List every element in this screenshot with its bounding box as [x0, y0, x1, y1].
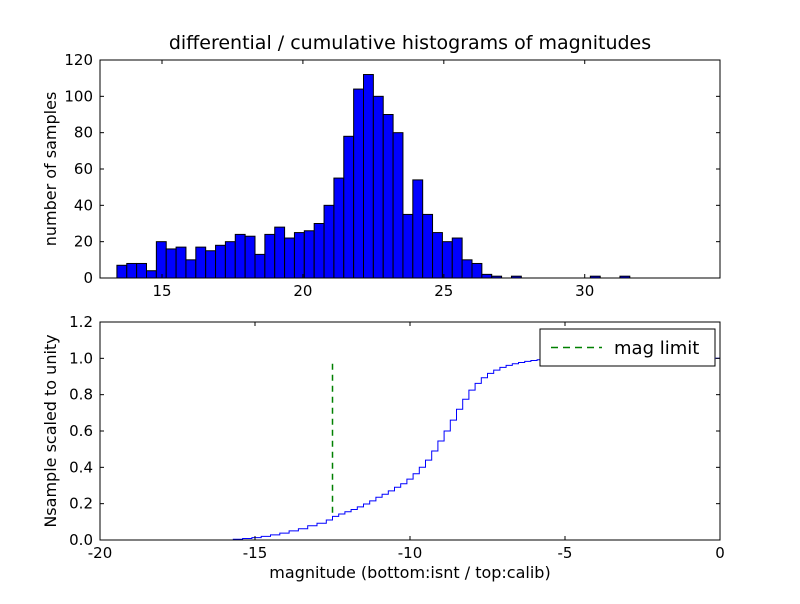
histogram-bar [175, 246, 187, 279]
histogram-bar [441, 241, 453, 279]
y-tick-label: 0.0 [69, 531, 93, 549]
y-tick-label: 40 [74, 196, 93, 214]
histogram-bar [185, 259, 197, 279]
histogram-bar [234, 233, 246, 279]
histogram-bar [313, 223, 325, 279]
histogram-bar [126, 262, 138, 279]
y-tick-label: 80 [74, 124, 93, 142]
x-tick-label: 25 [434, 282, 453, 300]
histogram-bar [205, 250, 217, 279]
histogram-bar [165, 248, 177, 279]
histogram-bar [363, 74, 374, 279]
chart-title: differential / cumulative histograms of … [169, 32, 651, 54]
histogram-bar [471, 262, 483, 279]
histogram-bar [284, 237, 295, 279]
x-tick-label: -10 [398, 544, 423, 562]
y-tick-label: 1.0 [69, 349, 93, 367]
histogram-bar [293, 232, 305, 279]
histogram-bar [215, 244, 226, 279]
histogram-bar [353, 88, 365, 279]
histogram-bar [402, 213, 414, 279]
histogram-bar [481, 273, 493, 279]
histogram-bar [451, 237, 463, 279]
x-tick-label: 0 [715, 544, 725, 562]
legend-label: mag limit [614, 338, 699, 359]
histogram-bar [432, 232, 443, 279]
cumulative-curve [100, 357, 720, 541]
y-tick-label: 20 [74, 233, 93, 251]
histogram-bar [343, 135, 355, 279]
y-tick-label: 1.2 [69, 313, 93, 331]
y-tick-label: 100 [64, 87, 93, 105]
histogram-bar [155, 241, 167, 279]
y-tick-label: 120 [64, 51, 93, 69]
histogram-bar [323, 204, 335, 279]
y-tick-label: 0.4 [69, 458, 93, 476]
histogram-bar [382, 114, 394, 279]
x-tick-label: -5 [558, 544, 573, 562]
histogram-bar [333, 177, 345, 279]
histogram-bar [274, 226, 286, 279]
x-tick-label: 30 [575, 282, 594, 300]
histogram-bar [422, 213, 434, 279]
x-tick-label: 15 [152, 282, 171, 300]
y-tick-label: 0.2 [69, 495, 93, 513]
y-tick-label: 0 [83, 269, 93, 287]
y-tick-label: 0.6 [69, 422, 93, 440]
histogram-bar [461, 259, 473, 279]
histogram-bar [254, 253, 266, 279]
x-tick-label: -20 [88, 544, 113, 562]
histogram-bar [195, 246, 207, 279]
histogram-bar [372, 95, 384, 279]
histogram-bar [303, 230, 315, 279]
top-histogram-chart: 15 20 25 30 0 20 40 60 80 100 120 [64, 51, 721, 300]
x-tick-label: -15 [243, 544, 268, 562]
y-tick-label: 60 [74, 160, 93, 178]
histogram-bar [116, 264, 128, 279]
histogram-bar [412, 179, 424, 279]
y-tick-label: 0.8 [69, 386, 93, 404]
bottom-x-axis-label: magnitude (bottom:isnt / top:calib) [269, 563, 550, 582]
top-y-axis-label: number of samples [41, 92, 60, 247]
histogram-bar [224, 241, 236, 279]
histogram-bar [392, 132, 404, 279]
histogram-bar [136, 262, 147, 279]
histogram-bar [244, 235, 256, 279]
legend: mag limit [539, 328, 716, 367]
x-tick-label: 20 [293, 282, 312, 300]
bottom-y-axis-label: Nsample scaled to unity [41, 334, 60, 527]
histogram-bar [146, 270, 157, 279]
bottom-cumulative-chart: -20 -15 -10 -5 0 0.0 0.2 0.4 0.6 0.8 1.0 1.2 [69, 313, 725, 562]
histogram-bar [264, 233, 276, 279]
